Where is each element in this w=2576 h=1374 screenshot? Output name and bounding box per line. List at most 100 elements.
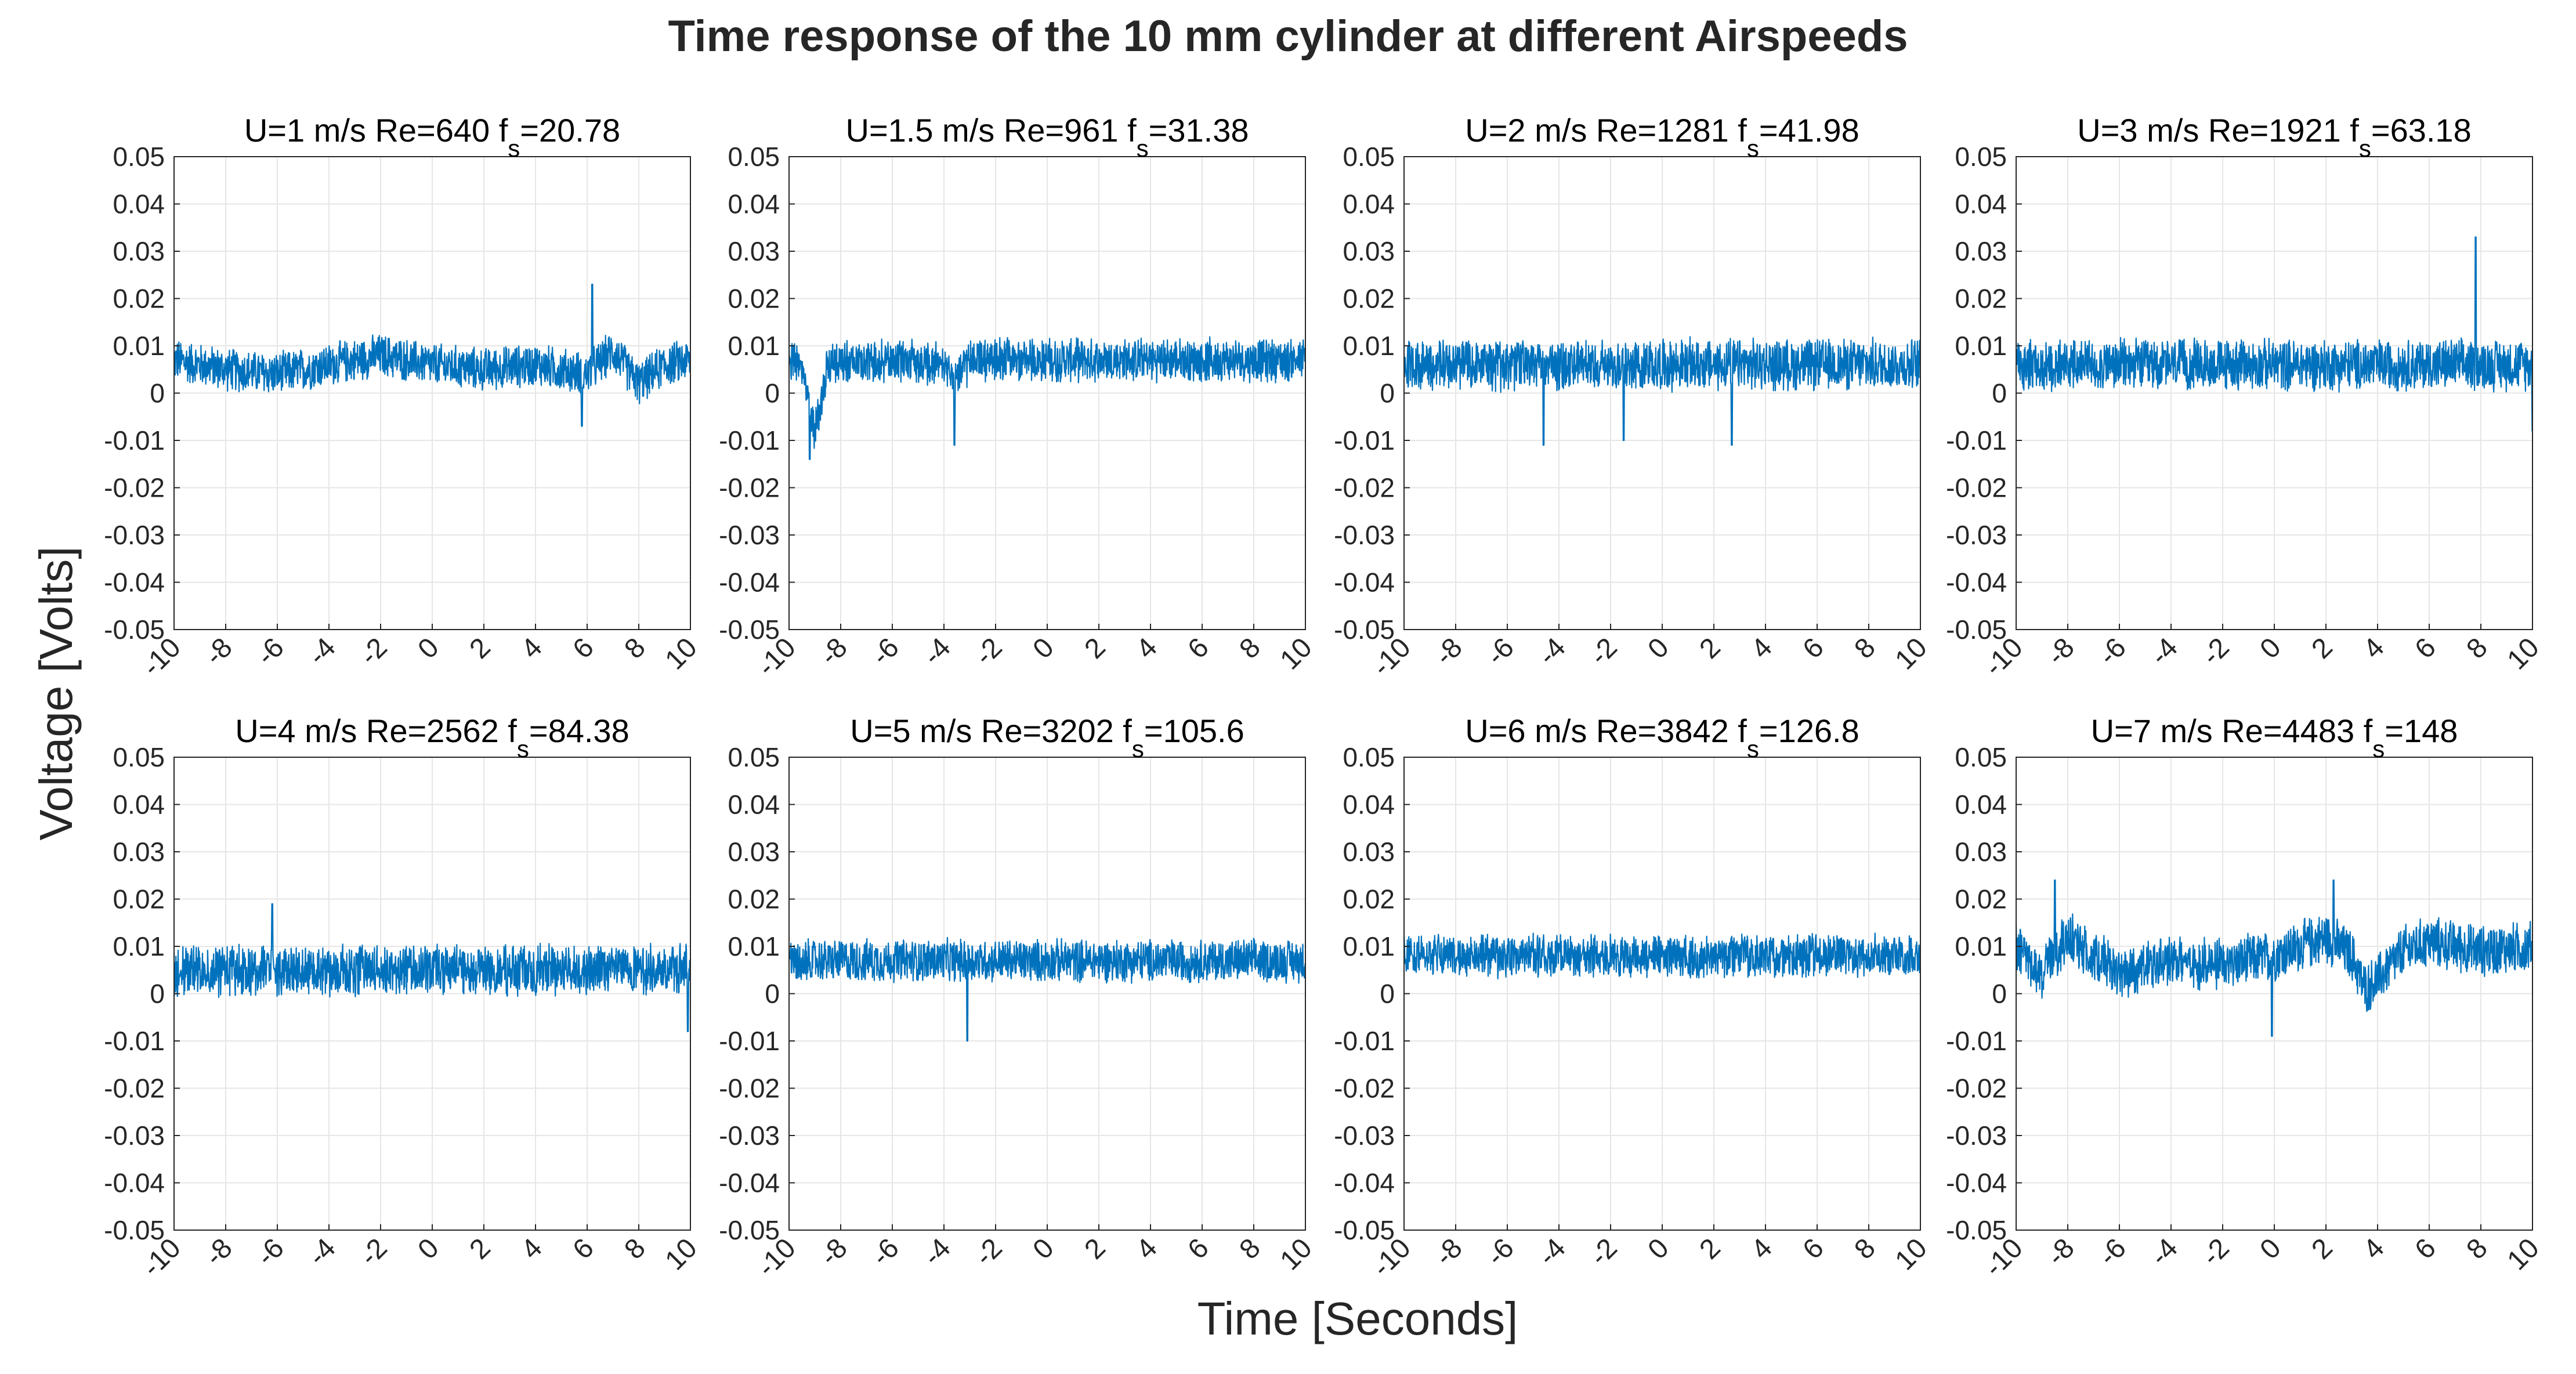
title-main: U=1 m/s Re=640 f bbox=[244, 112, 508, 149]
title-main: U=3 m/s Re=1921 f bbox=[2077, 112, 2359, 149]
y-tick-label: -0.01 bbox=[719, 1026, 780, 1056]
y-tick-label: 0.05 bbox=[1343, 742, 1395, 772]
title-main: U=5 m/s Re=3202 f bbox=[850, 713, 1132, 749]
y-tick-label: 0.01 bbox=[113, 931, 165, 961]
y-tick-label: -0.01 bbox=[1946, 425, 2007, 455]
y-tick-label: -0.04 bbox=[104, 1168, 165, 1198]
y-tick-label: 0.02 bbox=[1343, 884, 1395, 914]
subplot-5: -10 -8 -6 -4 -2 0 2 4 6 8 100.050.040.030.020.010-… bbox=[104, 713, 703, 1283]
y-tick-label: 0.03 bbox=[1343, 236, 1395, 266]
title-main: U=2 m/s Re=1281 f bbox=[1465, 112, 1747, 149]
y-tick-label: 0.03 bbox=[728, 837, 780, 867]
subplot-1: -10 -8 -6 -4 -2 0 2 4 6 8 100.050.040.030.020.010-… bbox=[104, 112, 703, 682]
y-tick-label: -0.04 bbox=[1946, 1168, 2007, 1198]
y-tick-label: 0.05 bbox=[728, 142, 780, 172]
y-tick-label: 0.04 bbox=[113, 790, 165, 820]
y-tick-label: 0.04 bbox=[1343, 189, 1395, 219]
y-tick-label: 0 bbox=[150, 979, 165, 1009]
subplot-2: -10 -8 -6 -4 -2 0 2 4 6 8 100.050.040.030.020.010-… bbox=[719, 112, 1318, 682]
y-tick-label: -0.01 bbox=[104, 1026, 165, 1056]
y-tick-label: 0.02 bbox=[113, 884, 165, 914]
y-tick-label: 0.02 bbox=[728, 884, 780, 914]
subplot-8: -10 -8 -6 -4 -2 0 2 4 6 8 100.050.040.030.020.010-… bbox=[1946, 713, 2545, 1283]
y-tick-label: -0.02 bbox=[1334, 473, 1395, 503]
y-tick-label: -0.04 bbox=[1334, 1168, 1395, 1198]
y-tick-label: 0.01 bbox=[1955, 931, 2007, 961]
subplot-4: -10 -8 -6 -4 -2 0 2 4 6 8 100.050.040.030.020.010-… bbox=[1946, 112, 2545, 682]
y-tick-label: -0.05 bbox=[1946, 614, 2007, 645]
title-value: =63.18 bbox=[2371, 112, 2472, 149]
y-tick-label: 0.04 bbox=[113, 189, 165, 219]
y-tick-label: 0.05 bbox=[1343, 142, 1395, 172]
y-tick-label: -0.02 bbox=[1946, 473, 2007, 503]
y-tick-label: -0.04 bbox=[1334, 567, 1395, 598]
subplot-title: U=3 m/s Re=1921 fs=63.18 bbox=[2077, 112, 2471, 162]
y-tick-label: 0.03 bbox=[1955, 837, 2007, 867]
y-tick-label: 0.02 bbox=[1955, 884, 2007, 914]
y-tick-label: -0.01 bbox=[719, 425, 780, 455]
y-tick-label: 0 bbox=[1380, 378, 1395, 408]
y-tick-label: 0.03 bbox=[1955, 236, 2007, 266]
title-subscript: s bbox=[2359, 135, 2371, 162]
y-tick-label: 0.01 bbox=[728, 931, 780, 961]
y-tick-label: 0.04 bbox=[728, 189, 780, 219]
y-tick-label: -0.02 bbox=[719, 473, 780, 503]
subplot-title: U=1 m/s Re=640 fs=20.78 bbox=[244, 112, 620, 162]
title-subscript: s bbox=[1747, 135, 1759, 162]
subplot-3: -10 -8 -6 -4 -2 0 2 4 6 8 100.050.040.030.020.010-… bbox=[1334, 112, 1933, 682]
subplot-title: U=7 m/s Re=4483 fs=148 bbox=[2091, 713, 2458, 762]
y-tick-label: 0.04 bbox=[1343, 790, 1395, 820]
title-value: =31.38 bbox=[1149, 112, 1249, 149]
y-tick-label: -0.05 bbox=[1334, 614, 1395, 645]
title-subscript: s bbox=[1747, 735, 1759, 762]
series-line-voltage bbox=[2015, 879, 2534, 1037]
y-tick-label: -0.02 bbox=[104, 473, 165, 503]
y-tick-label: -0.05 bbox=[719, 1215, 780, 1245]
y-tick-label: -0.02 bbox=[719, 1073, 780, 1104]
y-axis-label: Voltage [Volts] bbox=[30, 546, 82, 840]
y-tick-label: -0.05 bbox=[104, 614, 165, 645]
title-value: =126.8 bbox=[1759, 713, 1859, 749]
series-line-voltage bbox=[1403, 932, 1922, 979]
y-tick-label: -0.03 bbox=[719, 1120, 780, 1151]
y-tick-label: -0.02 bbox=[1946, 1073, 2007, 1104]
series-line-voltage bbox=[173, 283, 692, 427]
series-line-voltage bbox=[788, 937, 1307, 1042]
y-tick-label: 0.01 bbox=[728, 331, 780, 361]
y-tick-label: -0.01 bbox=[104, 425, 165, 455]
title-value: =41.98 bbox=[1759, 112, 1859, 149]
y-tick-label: 0.05 bbox=[1955, 142, 2007, 172]
title-value: =105.6 bbox=[1144, 713, 1244, 749]
y-tick-label: 0 bbox=[1992, 979, 2007, 1009]
series-line-voltage bbox=[788, 336, 1307, 460]
y-tick-label: 0.01 bbox=[1343, 331, 1395, 361]
y-tick-label: -0.04 bbox=[719, 567, 780, 598]
title-subscript: s bbox=[2372, 735, 2385, 762]
series-line-voltage bbox=[2015, 236, 2533, 432]
y-tick-label: 0.05 bbox=[113, 142, 165, 172]
y-tick-label: 0.05 bbox=[1955, 742, 2007, 772]
y-tick-label: -0.03 bbox=[104, 520, 165, 550]
y-tick-label: 0.04 bbox=[1955, 790, 2007, 820]
y-tick-label: 0 bbox=[765, 979, 780, 1009]
y-tick-label: -0.03 bbox=[1946, 1120, 2007, 1151]
y-tick-label: 0.03 bbox=[1343, 837, 1395, 867]
y-tick-label: -0.03 bbox=[104, 1120, 165, 1151]
title-subscript: s bbox=[1132, 735, 1144, 762]
y-tick-label: 0.05 bbox=[113, 742, 165, 772]
title-main: U=7 m/s Re=4483 f bbox=[2091, 713, 2373, 749]
subplot-title: U=2 m/s Re=1281 fs=41.98 bbox=[1465, 112, 1859, 162]
y-tick-label: -0.02 bbox=[1334, 1073, 1395, 1104]
y-tick-label: 0 bbox=[1380, 979, 1395, 1009]
subplot-title: U=6 m/s Re=3842 fs=126.8 bbox=[1465, 713, 1859, 762]
y-tick-label: -0.01 bbox=[1334, 425, 1395, 455]
y-tick-label: 0.04 bbox=[728, 790, 780, 820]
subplot-7: -10 -8 -6 -4 -2 0 2 4 6 8 100.050.040.030.020.010-… bbox=[1334, 713, 1933, 1283]
title-subscript: s bbox=[517, 735, 529, 762]
subplot-6: -10 -8 -6 -4 -2 0 2 4 6 8 100.050.040.030.020.010-… bbox=[719, 713, 1318, 1283]
title-value: =20.78 bbox=[520, 112, 620, 149]
y-tick-label: -0.03 bbox=[1946, 520, 2007, 550]
y-tick-label: -0.01 bbox=[1946, 1026, 2007, 1056]
y-tick-label: 0.01 bbox=[113, 331, 165, 361]
